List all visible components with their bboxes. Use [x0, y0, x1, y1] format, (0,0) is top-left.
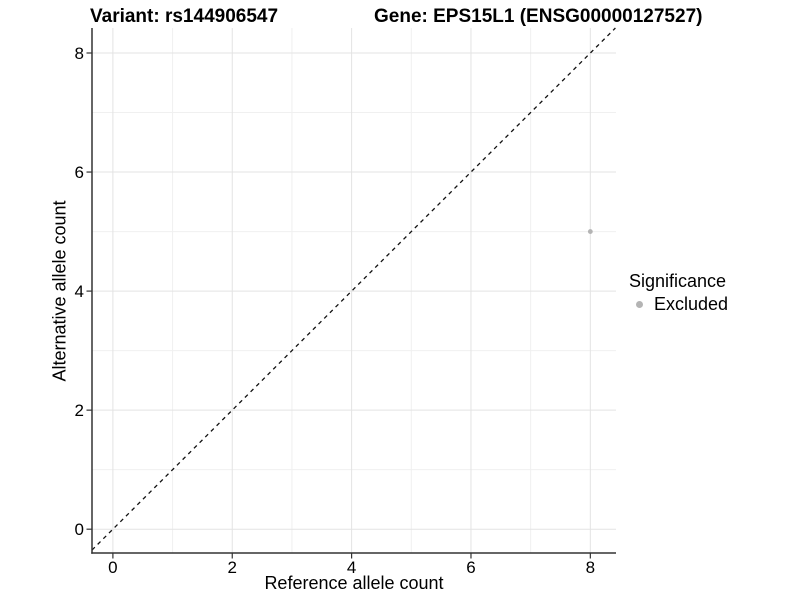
y-tick-label: 2	[75, 401, 84, 420]
legend-entry-excluded: Excluded	[629, 294, 728, 314]
data-point	[587, 229, 593, 234]
y-tick-label: 4	[75, 282, 84, 301]
identity-line	[91, 27, 616, 551]
y-tick-label: 8	[75, 44, 84, 63]
legend-entry-label: Excluded	[654, 294, 729, 314]
variant-title: Variant: rs144906547	[90, 6, 279, 27]
x-tick-label: 6	[466, 558, 475, 577]
legend: Significance Excluded	[629, 271, 728, 314]
gene-title: Gene: EPS15L1 (ENSG00000127527)	[374, 6, 703, 27]
legend-title: Significance	[629, 271, 727, 291]
x-tick-label: 4	[347, 558, 356, 577]
x-tick-label: 0	[108, 558, 117, 577]
y-axis-title: Alternative allele count	[49, 200, 70, 382]
y-tick-label: 6	[75, 163, 84, 182]
x-tick-label: 2	[228, 558, 237, 577]
x-tick-label: 8	[586, 558, 595, 577]
x-axis-title: Reference allele count	[264, 573, 444, 593]
legend-point-icon	[636, 300, 643, 308]
y-tick-label: 0	[75, 520, 84, 539]
